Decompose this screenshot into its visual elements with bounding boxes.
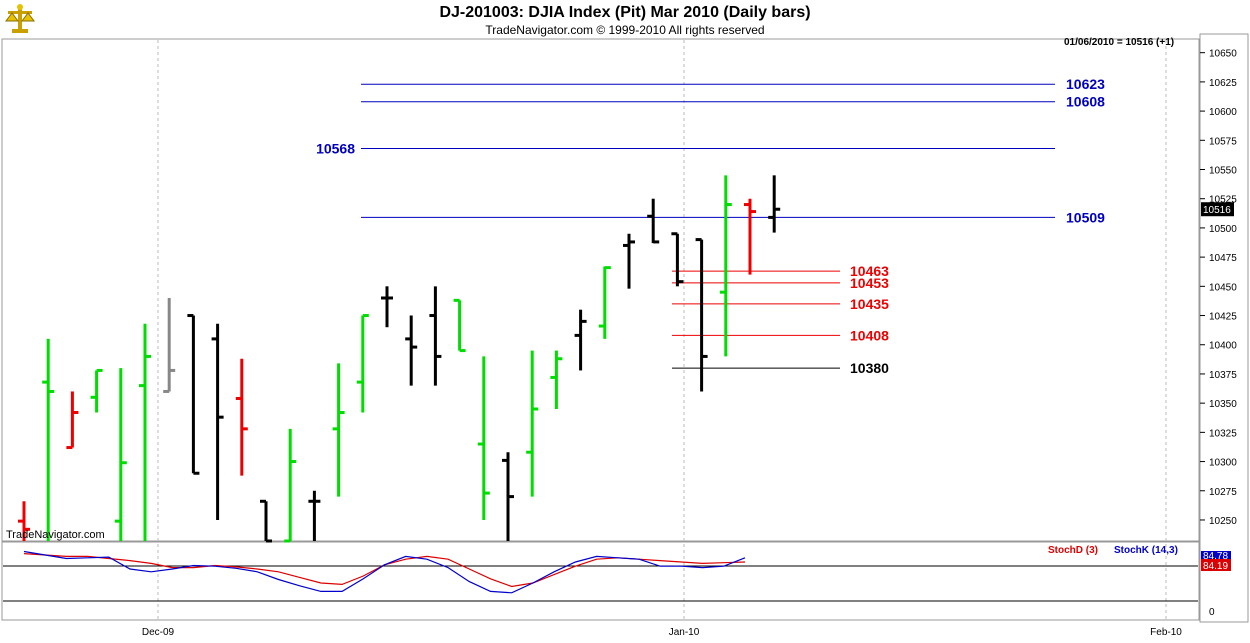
level-label: 10408 [850,327,889,343]
stochd-value-box [1201,559,1231,571]
indicator-pane-frame [1,541,1200,621]
price-tick-label: 10450 [1209,282,1237,293]
price-axis-bg [1199,33,1249,623]
price-tick-label: 10375 [1209,370,1237,381]
price-tick-label: 10600 [1209,107,1237,118]
price-tick-label: 10650 [1209,49,1237,60]
price-readout: 01/06/2010 = 10516 (+1) [1064,37,1175,48]
price-axis: 10650 10625 10600 10575 10550 10525 10500 10475… [1200,49,1237,527]
price-tick-label: 10400 [1209,341,1237,352]
stoch-series-line [23,550,746,594]
stochd-legend: StochD (3) [1048,545,1098,556]
stochk-legend: StochK (14,3) [1114,545,1178,556]
stochd-value: 84.19 [1203,561,1228,572]
last-price-label: 10516 [1203,205,1231,216]
stochk-value: 84.78 [1203,551,1228,562]
level-label: 10623 [1066,76,1105,92]
price-bars [18,175,781,543]
level-label: 10463 [850,263,889,279]
last-price-box [1201,202,1234,217]
price-tick-label: 10275 [1209,487,1237,498]
level-label: 10453 [850,275,889,291]
date-label: Dec-09 [142,627,175,638]
price-tick-label: 10575 [1209,136,1237,147]
date-axis: Dec-09 Jan-10 Feb-10 [142,627,1182,638]
price-tick-label: 10550 [1209,166,1237,177]
stochk-value-box [1201,551,1231,560]
copyright-line: TradeNavigator.com © 1999-2010 All right… [485,23,765,37]
stoch-tick-label: 0 [1209,607,1215,618]
price-tick-label: 10250 [1209,516,1237,527]
date-label: Jan-10 [669,627,700,638]
level-label: 10568 [316,140,355,156]
level-label: 10509 [1066,209,1105,225]
price-tick-label: 10350 [1209,399,1237,410]
price-tick-label: 10475 [1209,253,1237,264]
price-tick-label: 10300 [1209,458,1237,469]
chart-title: DJ-201003: DJIA Index (Pit) Mar 2010 (Da… [439,4,811,21]
price-tick-label: 10325 [1209,428,1237,439]
price-tick-label: 10525 [1209,195,1237,206]
price-tick-label: 10500 [1209,224,1237,235]
price-tick-label: 10625 [1209,78,1237,89]
price-tick-label: 10425 [1209,312,1237,323]
date-label: Feb-10 [1150,627,1182,638]
scale-logo-icon [4,3,36,40]
level-label: 10380 [850,360,889,376]
watermark: TradeNavigator.com [6,529,105,541]
level-label: 10435 [850,296,889,312]
vertical-gridlines [157,40,1167,620]
level-label: 10608 [1066,94,1105,110]
price-pane-frame [1,38,1200,542]
